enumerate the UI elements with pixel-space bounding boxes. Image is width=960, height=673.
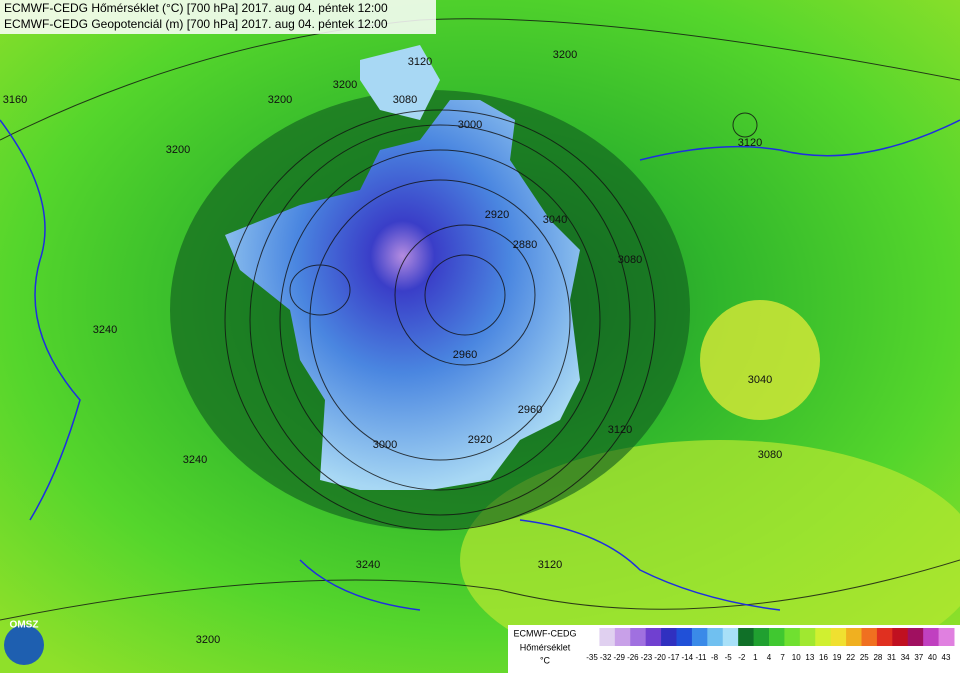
colorbar-swatch — [661, 628, 677, 646]
colorbar-tick-label: 13 — [805, 653, 814, 662]
colorbar-swatch — [769, 628, 785, 646]
contour-label: 3080 — [393, 94, 417, 106]
logo — [4, 625, 44, 665]
colorbar-tick-label: 28 — [873, 653, 882, 662]
contour-label: 3120 — [408, 56, 432, 68]
colorbar-swatch — [599, 628, 616, 646]
contour-label: 2920 — [468, 434, 492, 446]
colorbar-tick-label: -17 — [668, 653, 680, 662]
contour-label: 3120 — [538, 559, 562, 571]
colorbar-tick-label: 19 — [833, 653, 842, 662]
colorbar-swatch — [907, 628, 924, 646]
colorbar-tick-label: 1 — [753, 653, 758, 662]
warm-area — [700, 300, 820, 420]
colorbar-swatch — [799, 628, 816, 646]
colorbar-swatch — [584, 628, 600, 646]
contour-label: 2960 — [518, 404, 542, 416]
colorbar-swatch — [861, 628, 878, 646]
colorbar-tick-label: 16 — [819, 653, 828, 662]
contour-label: 3000 — [458, 119, 482, 131]
colorbar-swatch — [738, 628, 755, 646]
colorbar-swatch — [753, 628, 770, 646]
coastlines — [0, 119, 960, 611]
colorbar-swatch — [923, 628, 940, 646]
colorbar-swatch — [676, 628, 693, 646]
cold-air-mass — [360, 45, 440, 120]
colorbar-tick-label: 25 — [860, 653, 869, 662]
colorbar-swatch — [691, 628, 708, 646]
warm-area — [460, 440, 960, 673]
cold-air-mass — [225, 100, 580, 490]
colorbar-swatch — [846, 628, 862, 646]
contour-label: 3200 — [196, 634, 220, 646]
contour-label: 2880 — [513, 239, 537, 251]
colorbar-swatch — [892, 628, 909, 646]
colorbar-tick-label: 40 — [928, 653, 937, 662]
legend-unit: °C — [540, 655, 551, 665]
colorbar-tick-label: 43 — [942, 653, 951, 662]
contour-label: 3240 — [356, 559, 380, 571]
contour-label: 3080 — [618, 254, 642, 266]
colorbar-swatch — [876, 628, 893, 646]
colorbar-tick-label: 22 — [846, 653, 855, 662]
colorbar-tick-label: 10 — [792, 653, 801, 662]
contour-label: 3160 — [3, 94, 27, 106]
header-box — [0, 0, 436, 34]
contour-label: 3200 — [166, 144, 190, 156]
colorbar-tick-label: -5 — [725, 653, 733, 662]
contour-label: 3200 — [333, 79, 357, 91]
colorbar-swatch — [645, 628, 662, 646]
colorbar-tick-label: 4 — [767, 653, 772, 662]
colorbar-swatch — [815, 628, 832, 646]
colorbar-swatch — [784, 628, 801, 646]
colorbar-tick-label: -35 — [586, 653, 598, 662]
colorbar-swatch — [707, 628, 724, 646]
contour-label: 3240 — [183, 454, 207, 466]
colorbar-tick-label: 7 — [780, 653, 785, 662]
contour-label: 3240 — [93, 324, 117, 336]
colorbar-swatch — [722, 628, 739, 646]
colorbar-tick-label: -29 — [613, 653, 625, 662]
contour-label: 3080 — [758, 449, 782, 461]
colorbar-tick-label: -2 — [738, 653, 746, 662]
contour-label: 3200 — [268, 94, 292, 106]
colorbar-tick-label: -20 — [654, 653, 666, 662]
colorbar-tick-label: -26 — [627, 653, 639, 662]
contour-label: 2960 — [453, 349, 477, 361]
contour-label: 3120 — [608, 424, 632, 436]
legend-variable: Hőmérséklet — [520, 642, 571, 652]
colorbar-tick-label: 37 — [914, 653, 923, 662]
colorbar-swatch — [830, 628, 847, 646]
colorbar-tick-label: -32 — [600, 653, 612, 662]
header-line: ECMWF-CEDG Geopotenciál (m) [700 hPa] 20… — [4, 17, 388, 31]
contour-label: 3000 — [373, 439, 397, 451]
colorbar-tick-label: 31 — [887, 653, 896, 662]
colorbar-tick-label: -14 — [682, 653, 694, 662]
colorbar-tick-label: -11 — [695, 653, 707, 662]
colorbar-swatch — [630, 628, 647, 646]
contour-label: 3040 — [748, 374, 772, 386]
legend-title: ECMWF-CEDG — [514, 628, 577, 638]
colorbar-swatch — [614, 628, 631, 646]
colorbar-tick-label: -23 — [641, 653, 653, 662]
contour-label: 3040 — [543, 214, 567, 226]
contour-label: 2920 — [485, 209, 509, 221]
contour-label: 3200 — [553, 49, 577, 61]
contour-label: 3120 — [738, 137, 762, 149]
header-line: ECMWF-CEDG Hőmérséklet (°C) [700 hPa] 20… — [4, 1, 388, 15]
colorbar-tick-label: -8 — [711, 653, 719, 662]
colorbar-tick-label: 34 — [901, 653, 910, 662]
logo-text: OMSZ — [10, 620, 39, 631]
colorbar-swatch — [938, 628, 955, 646]
